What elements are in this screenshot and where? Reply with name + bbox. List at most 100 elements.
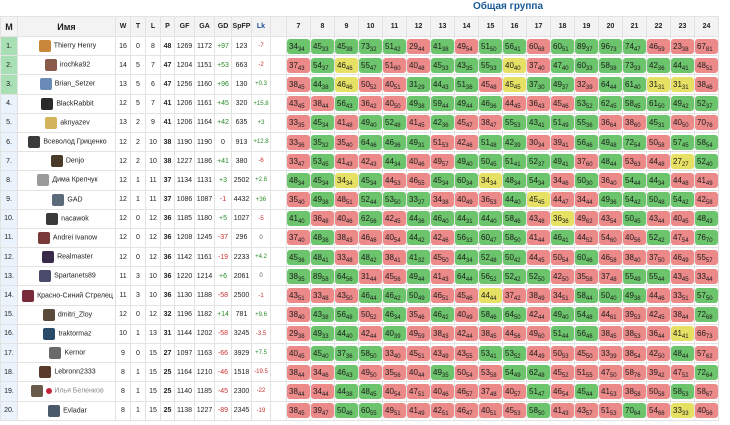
match-score-chip[interactable]: 5549 <box>623 268 646 284</box>
match-score-chip[interactable]: 4657 <box>455 383 478 399</box>
match-score-chip[interactable]: 3730 <box>527 76 550 92</box>
match-score-chip[interactable]: 4556 <box>383 268 406 284</box>
match-score-chip[interactable]: 5150 <box>479 38 502 54</box>
match-score-chip[interactable]: 4040 <box>503 57 526 73</box>
match-score-chip[interactable]: 4138 <box>431 38 454 54</box>
table-row[interactable]: 18. Lebronn2333 8 1 15 25 1164 1210 -46 1518 -19.5… <box>0 362 719 383</box>
match-score-chip[interactable]: 5045 <box>623 211 646 227</box>
match-score-chip[interactable]: 4355 <box>455 345 478 361</box>
header-match-18[interactable]: 18 <box>550 16 575 37</box>
match-score-chip[interactable]: 3843 <box>431 326 454 342</box>
match-score-chip[interactable]: 4051 <box>383 76 406 92</box>
match-score-chip[interactable]: 6248 <box>527 364 550 380</box>
header-match-16[interactable]: 16 <box>502 16 527 37</box>
match-score-chip[interactable]: 3336 <box>287 134 310 150</box>
match-score-chip[interactable]: 4636 <box>383 134 406 150</box>
match-score-chip[interactable]: 8937 <box>575 38 598 54</box>
match-score-chip[interactable]: 5030 <box>575 172 598 188</box>
match-score-chip[interactable]: 6033 <box>575 57 598 73</box>
player-name-link[interactable]: Evladar <box>63 407 87 415</box>
match-score-chip[interactable]: 4448 <box>647 153 670 169</box>
match-score-chip[interactable]: 5040 <box>599 288 622 304</box>
match-score-chip[interactable]: 4940 <box>455 153 478 169</box>
match-score-chip[interactable]: 3740 <box>287 230 310 246</box>
match-score-chip[interactable]: 3438 <box>431 192 454 208</box>
match-score-chip[interactable]: 5853 <box>671 383 694 399</box>
match-score-chip[interactable]: 4442 <box>407 230 430 246</box>
player-name-link[interactable]: Дима Крепчук <box>52 176 98 184</box>
player-name-link[interactable]: Красно-Синий Стрелец <box>37 292 113 300</box>
match-score-chip[interactable]: 3558 <box>575 268 598 284</box>
match-score-chip[interactable]: 4056 <box>623 230 646 246</box>
match-score-chip[interactable]: 4534 <box>311 172 334 188</box>
match-score-chip[interactable]: 4834 <box>287 172 310 188</box>
match-score-chip[interactable]: 4046 <box>431 383 454 399</box>
header-points[interactable]: P <box>160 16 175 37</box>
match-score-chip[interactable]: 5557 <box>695 249 718 265</box>
player-name-link[interactable]: Kernor <box>64 349 86 357</box>
player-name-link[interactable]: irochka92 <box>59 61 91 69</box>
match-score-chip[interactable]: 3947 <box>311 403 334 419</box>
player-name-link[interactable]: nacawok <box>61 215 89 223</box>
table-row[interactable]: 15. dmitri_Zloy 12 0 12 32 1196 1182 +14 781 +9.6 3… <box>0 304 719 325</box>
match-score-chip[interactable]: 4834 <box>503 172 526 188</box>
match-score-chip[interactable]: 4148 <box>335 115 358 131</box>
match-score-chip[interactable]: 4350 <box>335 288 358 304</box>
table-row[interactable]: 10. nacawok 12 0 12 36 1185 1180 +5 1027 -5 4140 364… <box>0 208 719 229</box>
match-score-chip[interactable]: 5648 <box>575 326 598 342</box>
match-score-chip[interactable]: 4243 <box>359 153 382 169</box>
match-score-chip[interactable]: 4957 <box>431 153 454 169</box>
match-score-chip[interactable]: 5854 <box>695 134 718 150</box>
table-row[interactable]: 19. Илья Беленков 8 1 15 25 1140 1185 -45 2300 -22… <box>0 381 719 402</box>
match-score-chip[interactable]: 5434 <box>527 172 550 188</box>
player-name-link[interactable]: GAD <box>67 196 83 204</box>
match-score-chip[interactable]: 4552 <box>551 364 574 380</box>
match-score-chip[interactable]: 5153 <box>431 134 454 150</box>
match-score-chip[interactable]: 5042 <box>503 249 526 265</box>
match-score-chip[interactable]: 4842 <box>359 249 382 265</box>
match-score-chip[interactable]: 4941 <box>551 153 574 169</box>
match-score-chip[interactable]: 5248 <box>479 249 502 265</box>
table-row[interactable]: 4. BlackRabbit 12 5 7 41 1206 1161 +45 320 +15.8 43… <box>0 93 719 114</box>
match-score-chip[interactable]: 4754 <box>671 230 694 246</box>
match-score-chip[interactable]: 4648 <box>359 230 382 246</box>
match-score-chip[interactable]: 5358 <box>479 364 502 380</box>
match-score-chip[interactable]: 4246 <box>455 134 478 150</box>
table-row[interactable]: 13. Spartanets89 11 3 10 36 1220 1214 +6 2061 0 383… <box>0 266 719 287</box>
header-goal-diff[interactable]: GD <box>214 16 232 37</box>
table-row[interactable]: 11. Andrei Ivanow 12 0 12 36 1208 1245 -37 296 0 37… <box>0 227 719 249</box>
table-row[interactable]: 7. Denjo 12 2 10 38 1227 1186 +41 380 -6 3347 5345 41… <box>0 151 719 172</box>
match-score-chip[interactable]: 3748 <box>599 268 622 284</box>
match-score-chip[interactable]: 3540 <box>287 192 310 208</box>
match-score-chip[interactable]: 4642 <box>431 307 454 323</box>
match-score-chip[interactable]: 5352 <box>503 345 526 361</box>
match-score-chip[interactable]: 4149 <box>695 172 718 188</box>
match-score-chip[interactable]: 4646 <box>335 57 358 73</box>
match-score-chip[interactable]: 3131 <box>647 76 670 92</box>
match-score-chip[interactable]: 4938 <box>311 192 334 208</box>
match-score-chip[interactable]: 4548 <box>479 76 502 92</box>
match-score-chip[interactable]: 4933 <box>311 326 334 342</box>
match-score-chip[interactable]: 5448 <box>575 307 598 323</box>
match-score-chip[interactable]: 5437 <box>311 57 334 73</box>
match-score-chip[interactable]: 4553 <box>503 403 526 419</box>
match-score-chip[interactable]: 5850 <box>527 403 550 419</box>
player-name-link[interactable]: Lebronn2333 <box>54 368 96 376</box>
header-lk[interactable]: Lk <box>251 16 271 37</box>
match-score-chip[interactable]: 4045 <box>287 345 310 361</box>
match-score-chip[interactable]: 4658 <box>599 249 622 265</box>
match-score-chip[interactable]: 4143 <box>551 403 574 419</box>
player-name-link[interactable]: Илья Беленков <box>54 387 104 395</box>
match-score-chip[interactable]: 5648 <box>335 307 358 323</box>
match-score-chip[interactable]: 5046 <box>335 403 358 419</box>
match-score-chip[interactable]: 5466 <box>647 403 670 419</box>
match-score-chip[interactable]: 4153 <box>599 383 622 399</box>
match-score-chip[interactable]: 4244 <box>359 326 382 342</box>
header-match-13[interactable]: 13 <box>430 16 455 37</box>
match-score-chip[interactable]: 4050 <box>383 96 406 112</box>
match-score-chip[interactable]: 3845 <box>599 326 622 342</box>
match-score-chip[interactable]: 5148 <box>479 134 502 150</box>
header-match-7[interactable]: 7 <box>286 16 311 37</box>
match-score-chip[interactable]: 5045 <box>479 153 502 169</box>
match-score-chip[interactable]: 4440 <box>479 211 502 227</box>
